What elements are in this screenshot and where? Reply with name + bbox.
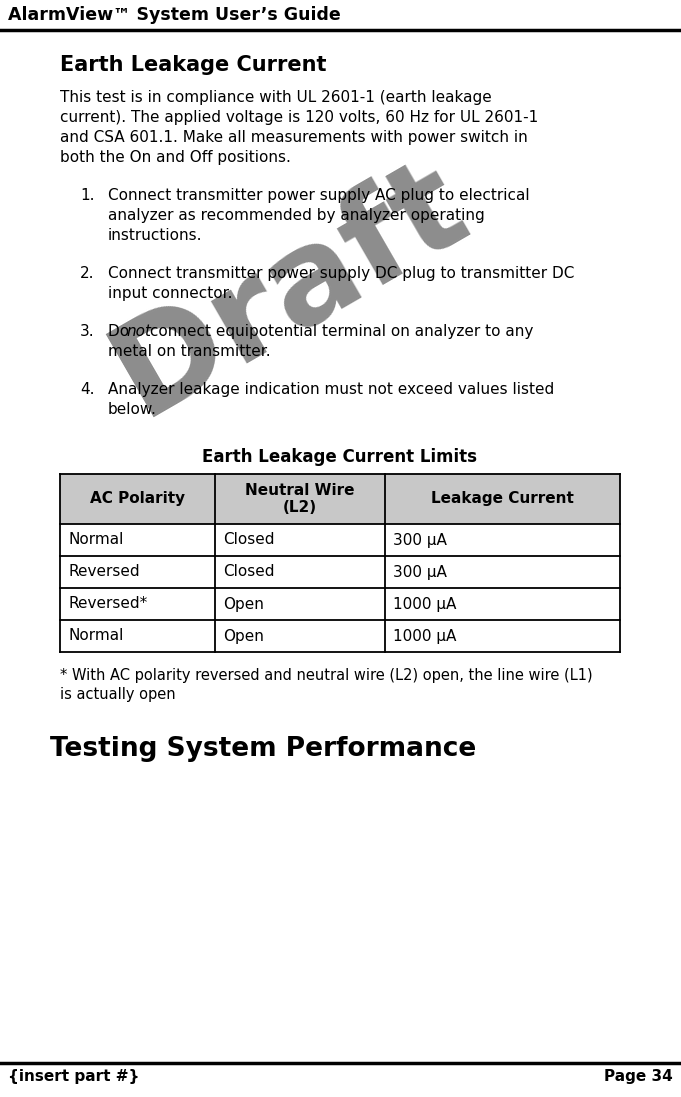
Text: Reversed: Reversed	[68, 565, 140, 579]
Bar	[60, 620, 620, 652]
Text: Connect transmitter power supply DC plug to transmitter DC: Connect transmitter power supply DC plug…	[108, 265, 574, 281]
Text: Normal: Normal	[68, 629, 123, 644]
Text: analyzer as recommended by analyzer operating: analyzer as recommended by analyzer oper…	[108, 208, 485, 223]
Text: connect equipotential terminal on analyzer to any: connect equipotential terminal on analyz…	[144, 324, 533, 339]
Text: {insert part #}: {insert part #}	[8, 1068, 140, 1084]
Text: metal on transmitter.: metal on transmitter.	[108, 344, 270, 359]
Text: Neutral Wire
(L2): Neutral Wire (L2)	[245, 483, 355, 516]
Text: Page 34: Page 34	[604, 1068, 673, 1084]
Text: and CSA 601.1. Make all measurements with power switch in: and CSA 601.1. Make all measurements wit…	[60, 131, 528, 145]
Text: 300 µA: 300 µA	[393, 565, 447, 579]
Text: AC Polarity: AC Polarity	[90, 491, 185, 507]
Text: Normal: Normal	[68, 532, 123, 547]
Text: Open: Open	[223, 629, 264, 644]
Text: Reversed*: Reversed*	[68, 597, 147, 611]
Text: Do: Do	[108, 324, 134, 339]
Bar	[60, 524, 620, 556]
Text: AlarmView™ System User’s Guide: AlarmView™ System User’s Guide	[8, 5, 340, 24]
Text: Draft: Draft	[92, 139, 488, 441]
Bar	[60, 588, 620, 620]
Text: Closed: Closed	[223, 532, 274, 547]
Text: Testing System Performance: Testing System Performance	[50, 736, 476, 762]
Text: Connect transmitter power supply AC plug to electrical: Connect transmitter power supply AC plug…	[108, 188, 530, 203]
Text: input connector.: input connector.	[108, 286, 232, 301]
Text: This test is in compliance with UL 2601-1 (earth leakage: This test is in compliance with UL 2601-…	[60, 90, 492, 105]
Text: Earth Leakage Current Limits: Earth Leakage Current Limits	[202, 448, 477, 466]
Text: not: not	[127, 324, 152, 339]
Text: 4.: 4.	[80, 382, 95, 397]
Text: current). The applied voltage is 120 volts, 60 Hz for UL 2601-1: current). The applied voltage is 120 vol…	[60, 110, 538, 125]
Text: 1.: 1.	[80, 188, 95, 203]
Text: below.: below.	[108, 402, 157, 417]
Text: Leakage Current: Leakage Current	[431, 491, 574, 507]
Text: is actually open: is actually open	[60, 687, 176, 702]
Text: Open: Open	[223, 597, 264, 611]
Text: Closed: Closed	[223, 565, 274, 579]
Text: 1000 µA: 1000 µA	[393, 597, 456, 611]
Text: instructions.: instructions.	[108, 228, 202, 244]
Bar	[60, 474, 620, 524]
Text: both the On and Off positions.: both the On and Off positions.	[60, 150, 291, 165]
Text: 1000 µA: 1000 µA	[393, 629, 456, 644]
Text: 3.: 3.	[80, 324, 95, 339]
Text: 300 µA: 300 µA	[393, 532, 447, 547]
Text: Analyzer leakage indication must not exceed values listed: Analyzer leakage indication must not exc…	[108, 382, 554, 397]
Text: 2.: 2.	[80, 265, 95, 281]
Bar	[60, 556, 620, 588]
Text: * With AC polarity reversed and neutral wire (L2) open, the line wire (L1): * With AC polarity reversed and neutral …	[60, 668, 592, 683]
Text: Earth Leakage Current: Earth Leakage Current	[60, 55, 326, 75]
